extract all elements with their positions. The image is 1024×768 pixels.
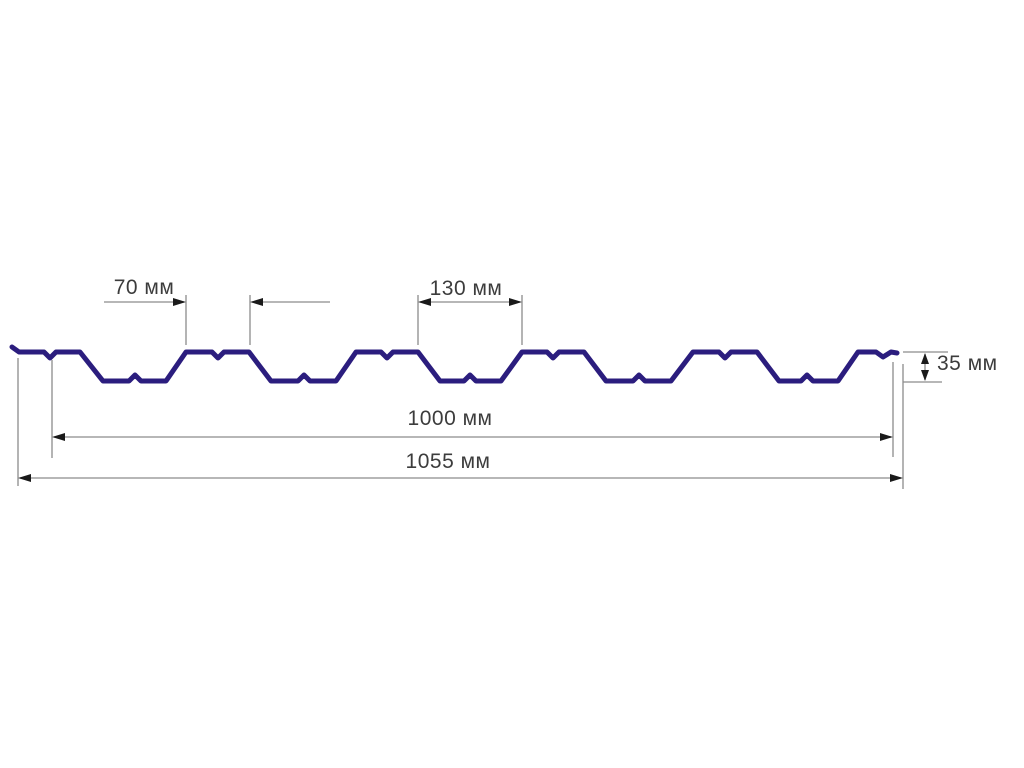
arrowhead-rib-top-right-icon: [173, 298, 186, 306]
arrowhead-height-down-icon: [921, 370, 929, 381]
arrowhead-useful-right-icon: [880, 433, 893, 441]
dimension-label-overall-width: 1055 мм: [405, 450, 491, 473]
arrowhead-rib-top-left-icon: [250, 298, 263, 306]
dimension-label-rib-gap-width: 130 мм: [429, 277, 503, 300]
arrowhead-useful-left-icon: [52, 433, 65, 441]
arrowhead-rib-gap-left-icon: [418, 298, 431, 306]
dimension-label-rib-top-width: 70 мм: [113, 276, 175, 299]
arrowhead-overall-left-icon: [18, 474, 31, 482]
arrowhead-height-up-icon: [921, 353, 929, 364]
dimension-label-useful-width: 1000 мм: [407, 407, 493, 430]
dimension-label-profile-height: 35 мм: [937, 352, 998, 375]
arrowhead-rib-gap-right-icon: [509, 298, 522, 306]
arrowhead-overall-right-icon: [890, 474, 903, 482]
sheet-profile-polyline: [9, 344, 900, 384]
